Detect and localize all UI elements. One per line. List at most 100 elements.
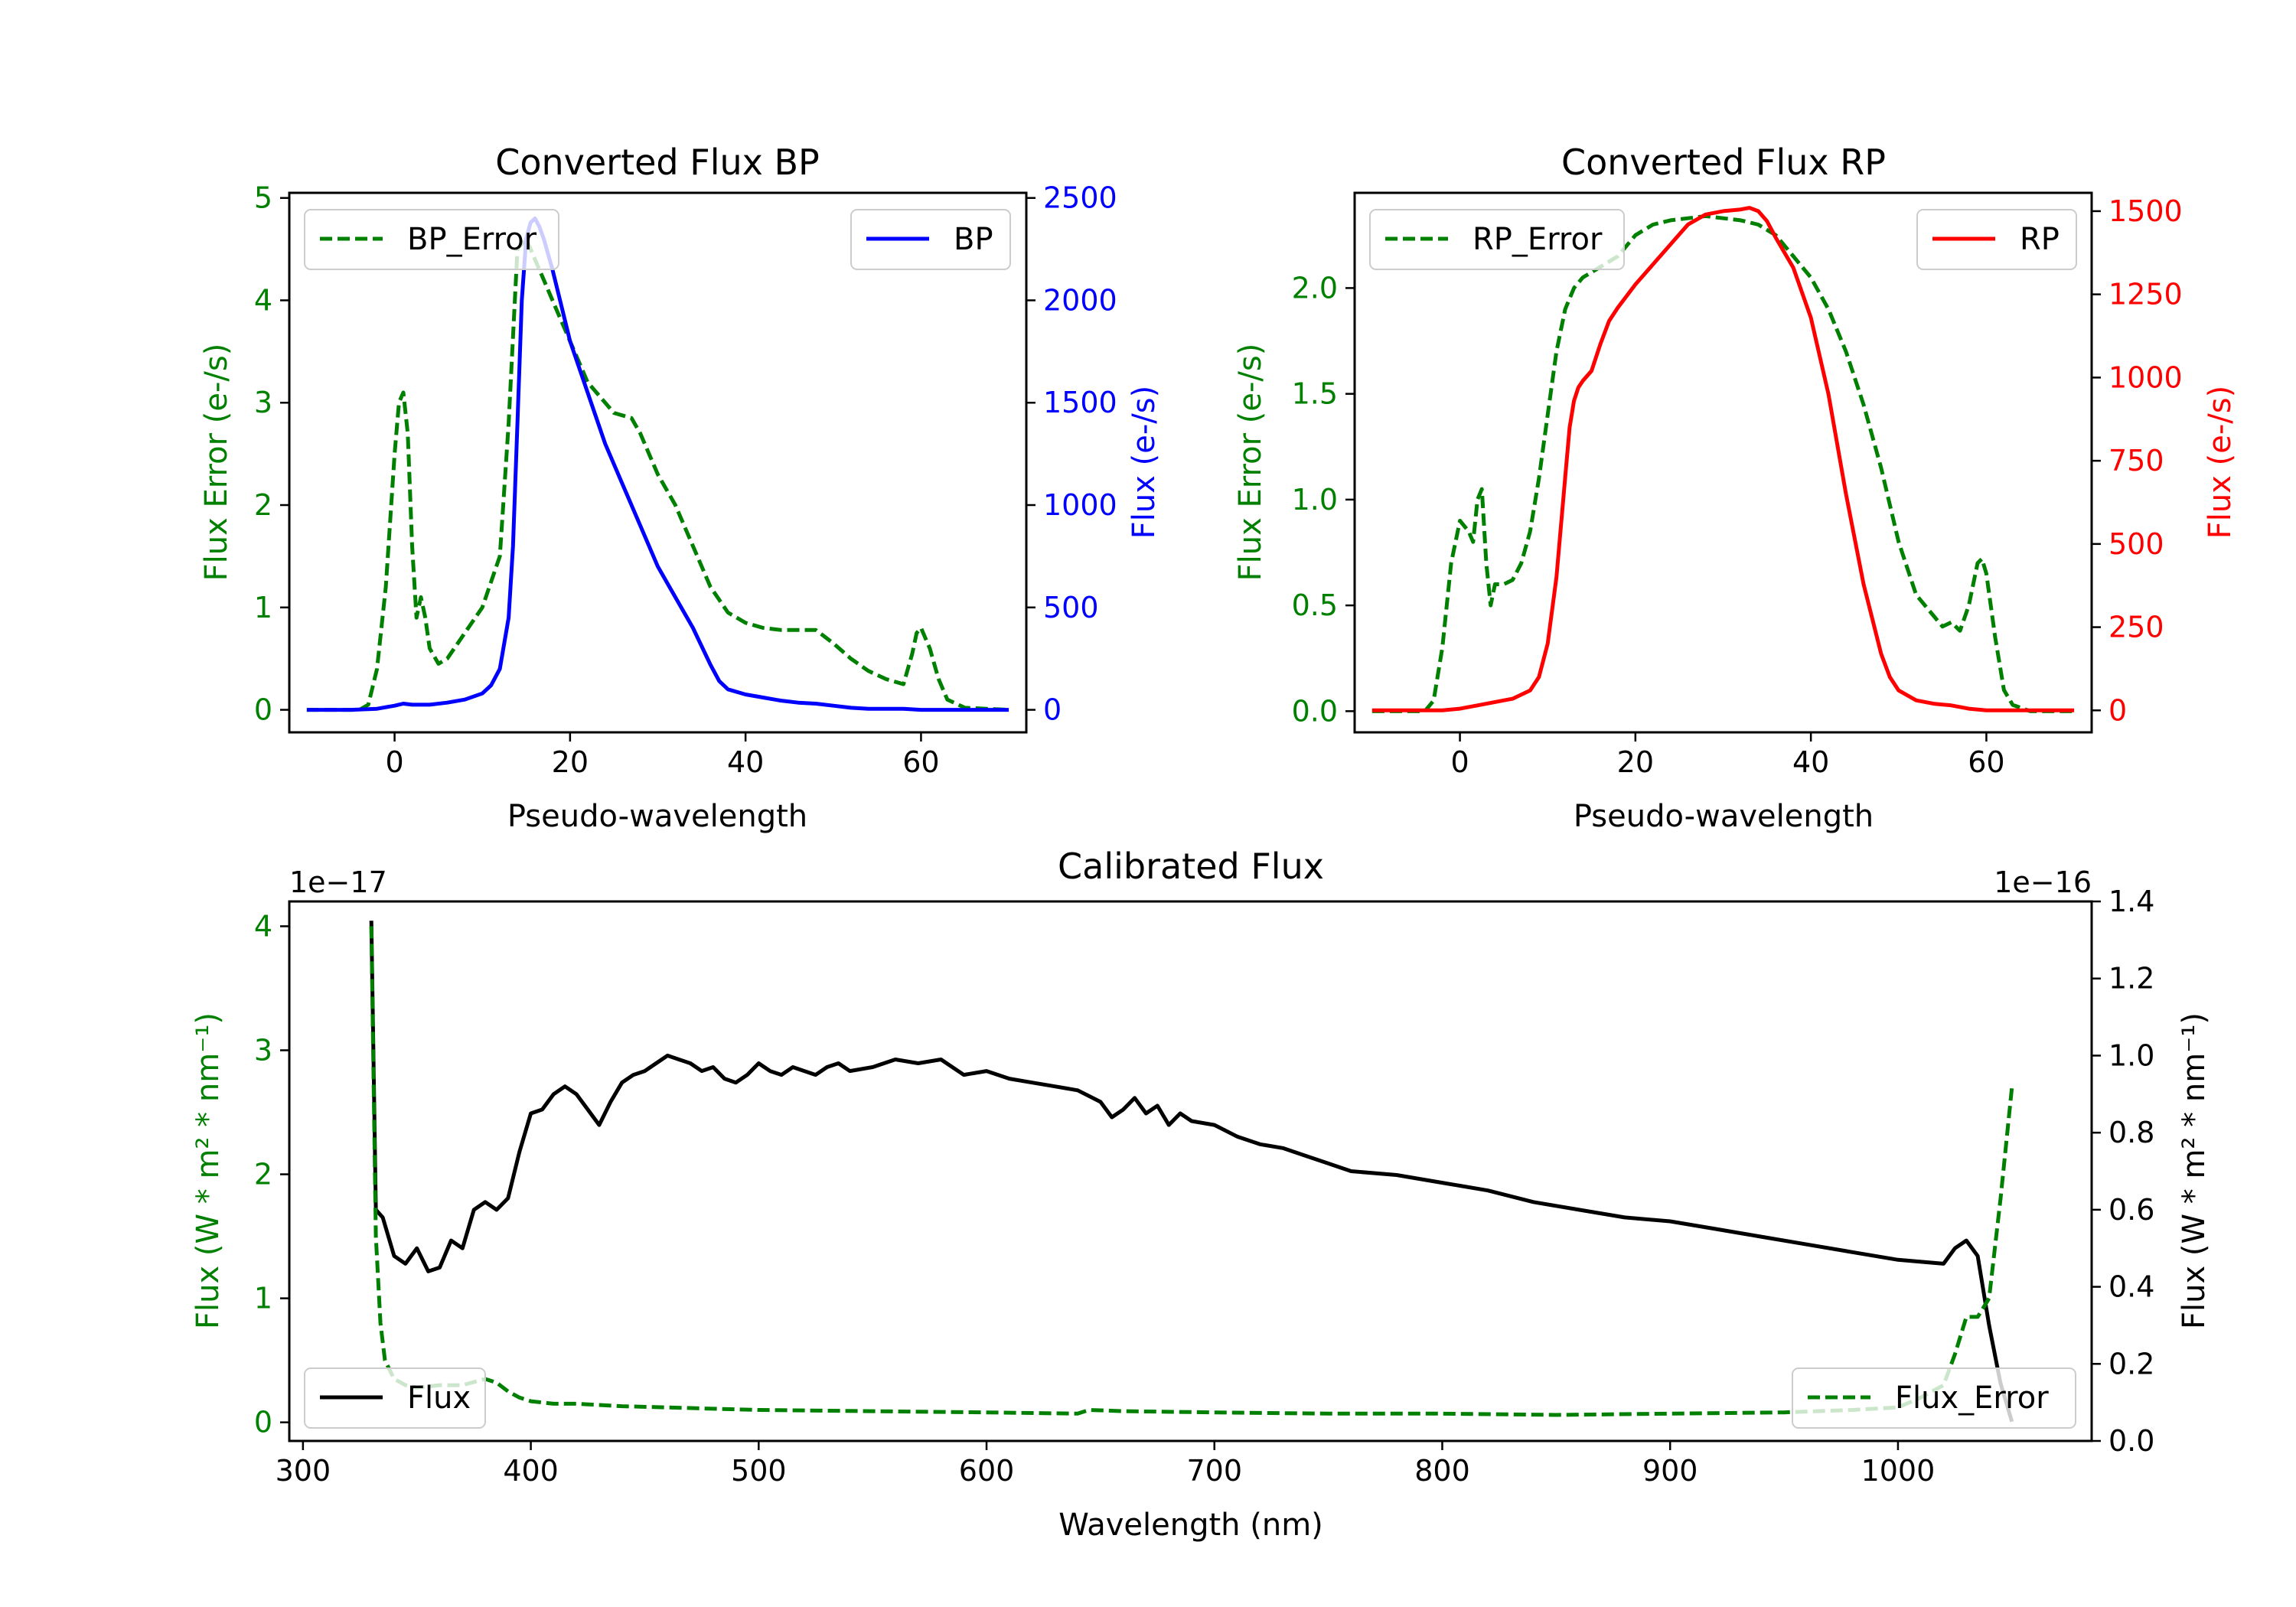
left-tick-label: 1 xyxy=(254,591,272,624)
left-tick-label: 2 xyxy=(254,1158,272,1191)
legend-box xyxy=(304,209,559,270)
chart-rp-xlabel: Pseudo-wavelength xyxy=(1574,799,1874,834)
chart-rp-series-layer xyxy=(1371,206,2075,713)
chart-calibrated-right-ylabel: Flux (W * m² * nm⁻¹) xyxy=(2177,1012,2212,1329)
legend-label: BP xyxy=(954,222,993,257)
chart-calibrated: Calibrated Flux 1e−17 1e−16 300 400 500 600… xyxy=(191,846,2212,1543)
chart-rp: Converted Flux RP 0 20 40 60 0.0 0.5 1.0 1.5 2.0… xyxy=(1233,142,2238,834)
left-tick-label: 1 xyxy=(254,1282,272,1315)
chart-bp-frame xyxy=(288,191,1028,734)
chart-rp-frame xyxy=(1353,191,2093,734)
legend-box xyxy=(1916,209,2077,270)
right-tick-label: 1.4 xyxy=(2108,885,2154,918)
right-tick-label: 1500 xyxy=(2108,194,2183,228)
right-tick-label: 500 xyxy=(2108,527,2164,561)
chart-calibrated-xlabel: Wavelength (nm) xyxy=(1058,1508,1323,1543)
right-tick-label: 0.4 xyxy=(2108,1270,2154,1304)
right-tick-label: 0.2 xyxy=(2108,1347,2154,1380)
x-tick-label: 0 xyxy=(385,745,403,779)
x-tick-label: 800 xyxy=(1414,1454,1470,1488)
right-tick-label: 1000 xyxy=(1043,488,1117,522)
right-tick-label: 1.2 xyxy=(2108,962,2154,996)
chart-rp-legend-error: RP_Error xyxy=(1369,209,1625,270)
chart-rp-right-ylabel: Flux (e-/s) xyxy=(2203,386,2238,539)
chart-bp-xlabel: Pseudo-wavelength xyxy=(507,799,807,834)
legend-label: RP_Error xyxy=(1473,222,1603,257)
right-tick-label: 0.8 xyxy=(2108,1116,2154,1149)
legend-box xyxy=(1792,1367,2076,1429)
chart-rp-left-ylabel: Flux Error (e-/s) xyxy=(1233,344,1268,582)
legend-box xyxy=(1369,209,1625,270)
x-tick-label: 20 xyxy=(1617,745,1654,779)
legend-label: Flux xyxy=(407,1380,471,1416)
left-tick-label: 3 xyxy=(254,1033,272,1067)
chart-bp: Converted Flux BP 0 20 40 60 0 1 2 3 4 5 0 500 1000 1… xyxy=(199,142,1162,834)
chart-bp-legend-error: BP_Error xyxy=(304,209,559,270)
chart-bp-title: Converted Flux BP xyxy=(495,142,820,183)
chart-calibrated-legend-flux: Flux xyxy=(304,1367,486,1429)
left-tick-label: 2.0 xyxy=(1292,271,1338,305)
left-tick-label: 0.5 xyxy=(1292,588,1338,622)
series-line-bp xyxy=(306,216,1009,712)
right-tick-label: 1000 xyxy=(2108,360,2183,394)
x-tick-label: 400 xyxy=(503,1454,559,1488)
chart-calibrated-ticks: 300 400 500 600 700 800 900 1000 0 1 2 3 4 0.0 0.2 0.4 0… xyxy=(254,885,2155,1488)
left-tick-label: 0 xyxy=(254,1406,272,1439)
chart-rp-legend-flux: RP xyxy=(1916,209,2077,270)
x-tick-label: 300 xyxy=(276,1454,331,1488)
right-tick-label: 2000 xyxy=(1043,283,1117,317)
right-tick-label: 1.0 xyxy=(2108,1038,2154,1072)
x-tick-label: 40 xyxy=(1792,745,1829,779)
chart-calibrated-right-offset: 1e−16 xyxy=(1994,865,2092,899)
x-tick-label: 20 xyxy=(552,745,589,779)
left-tick-label: 0 xyxy=(254,693,272,727)
right-tick-label: 0 xyxy=(2108,693,2127,727)
x-tick-label: 500 xyxy=(731,1454,787,1488)
series-line-bp-error xyxy=(306,236,1009,712)
chart-bp-ticks: 0 20 40 60 0 1 2 3 4 5 0 500 1000 1500 2000 2500 xyxy=(254,181,1117,779)
x-tick-label: 0 xyxy=(1450,745,1469,779)
legend-box xyxy=(304,1367,486,1429)
x-tick-label: 1000 xyxy=(1861,1454,1936,1488)
chart-calibrated-title: Calibrated Flux xyxy=(1058,846,1324,887)
left-tick-label: 4 xyxy=(254,909,272,943)
series-line-rp-error xyxy=(1371,214,2075,713)
right-tick-label: 0.6 xyxy=(2108,1193,2154,1227)
right-tick-label: 0.0 xyxy=(2108,1424,2154,1458)
chart-calibrated-legend-error: Flux_Error xyxy=(1792,1367,2076,1429)
right-tick-label: 500 xyxy=(1043,591,1099,624)
series-line-flux xyxy=(369,921,2014,1423)
legend-label: RP xyxy=(2020,222,2060,257)
legend-label: Flux_Error xyxy=(1895,1380,2049,1416)
chart-rp-ticks: 0 20 40 60 0.0 0.5 1.0 1.5 2.0 0 250 500 750 1000 1250… xyxy=(1292,194,2183,779)
chart-bp-right-ylabel: Flux (e-/s) xyxy=(1127,386,1162,539)
x-tick-label: 900 xyxy=(1642,1454,1698,1488)
chart-rp-title: Converted Flux RP xyxy=(1561,142,1886,183)
left-tick-label: 5 xyxy=(254,181,272,215)
left-tick-label: 0.0 xyxy=(1292,694,1338,728)
right-tick-label: 750 xyxy=(2108,444,2164,478)
right-tick-label: 250 xyxy=(2108,611,2164,644)
x-tick-label: 40 xyxy=(727,745,764,779)
left-tick-label: 3 xyxy=(254,386,272,419)
x-tick-label: 600 xyxy=(959,1454,1015,1488)
chart-bp-left-ylabel: Flux Error (e-/s) xyxy=(199,344,234,582)
chart-bp-series-layer xyxy=(306,216,1009,712)
x-tick-label: 60 xyxy=(1968,745,2004,779)
chart-calibrated-left-ylabel: Flux (W * m² * nm⁻¹) xyxy=(191,1012,226,1329)
right-tick-label: 2500 xyxy=(1043,181,1117,215)
right-tick-label: 1500 xyxy=(1043,386,1117,419)
right-tick-label: 0 xyxy=(1043,693,1062,727)
legend-label: BP_Error xyxy=(407,222,537,257)
x-tick-label: 700 xyxy=(1186,1454,1242,1488)
chart-calibrated-left-offset: 1e−17 xyxy=(289,865,387,899)
left-tick-label: 2 xyxy=(254,488,272,522)
chart-bp-legend-flux: BP xyxy=(850,209,1011,270)
chart-calibrated-frame xyxy=(288,900,2093,1442)
series-line-rp xyxy=(1371,206,2075,712)
x-tick-label: 60 xyxy=(902,745,939,779)
left-tick-label: 1.5 xyxy=(1292,377,1338,411)
left-tick-label: 4 xyxy=(254,283,272,317)
right-tick-label: 1250 xyxy=(2108,278,2183,311)
